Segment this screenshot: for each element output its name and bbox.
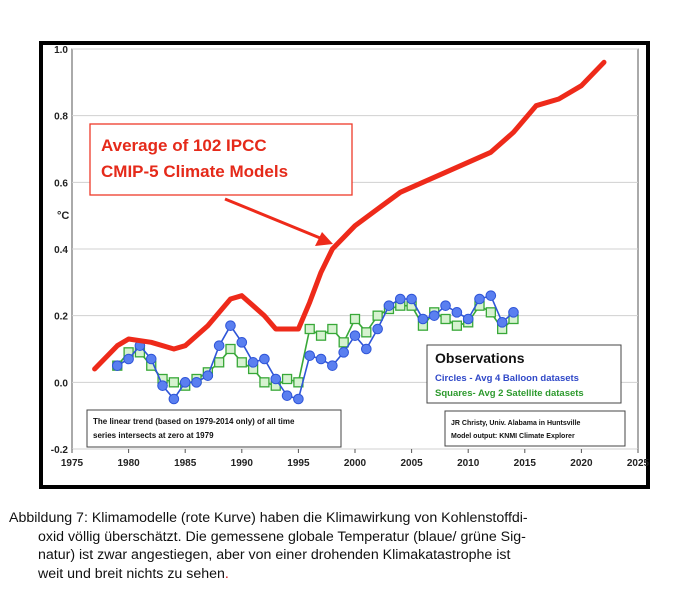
caption-line-1: Abbildung 7: Klimamodelle (rote Kurve) h… [9, 510, 528, 526]
x-tick-label: 1990 [231, 458, 254, 469]
satellite-point [259, 377, 270, 388]
observations-legend-squares: Squares- Avg 2 Satellite datasets [435, 388, 584, 399]
trend-note-line1: The linear trend (based on 1979-2014 onl… [93, 417, 295, 426]
y-tick-label: 0.8 [54, 112, 68, 123]
balloon-point [191, 377, 202, 388]
satellite-point [485, 307, 496, 318]
y-tick-label: 0.0 [54, 378, 68, 389]
satellite-point [361, 327, 372, 338]
balloon-point [202, 370, 214, 381]
balloon-point [270, 373, 282, 385]
satellite-point [338, 337, 349, 348]
caption-line-4: weit und breit nichts zu sehen. [9, 565, 677, 584]
x-tick-label: 1980 [117, 458, 140, 469]
models-annotation-line1: Average of 102 IPCC [101, 136, 267, 155]
satellite-point [225, 343, 236, 355]
balloon-point [315, 353, 327, 365]
y-tick-labels: 1.0 0.8 0.6 0.4 0.2 0.0 -0.2 [51, 45, 69, 456]
models-series-line [92, 59, 607, 372]
balloon-point [179, 377, 191, 388]
balloon-point [361, 343, 372, 355]
balloon-point [496, 317, 508, 328]
balloon-point [474, 293, 485, 305]
x-tick-label: 1985 [174, 458, 197, 469]
credit-line2: Model output: KNMI Climate Explorer [451, 433, 575, 440]
caption-line-4-text: weit und breit nichts zu sehen [38, 565, 225, 582]
x-tick-label: 2015 [514, 458, 537, 469]
x-tick-label: 2005 [400, 458, 423, 469]
balloon-point [327, 360, 338, 371]
balloon-point [247, 357, 259, 368]
satellite-point [236, 357, 247, 368]
satellite-point [281, 373, 293, 385]
balloon-point [440, 300, 451, 311]
x-tick-label: 1995 [287, 458, 310, 469]
x-tick-label: 2010 [457, 458, 480, 469]
balloon-point [406, 293, 417, 305]
x-tick-label: 2025 [627, 458, 650, 469]
balloon-point [123, 353, 134, 365]
balloon-point [157, 380, 168, 391]
balloon-point [281, 390, 293, 401]
credit-box [444, 410, 626, 447]
satellite-point [304, 323, 315, 335]
x-tick-label: 2000 [344, 458, 367, 469]
balloon-point [293, 393, 304, 405]
chart-figure: 1.0 0.8 0.6 0.4 0.2 0.0 -0.2 1975 1980 1985 1990 1… [39, 41, 650, 489]
balloon-point [428, 310, 440, 321]
models-annotation-box [89, 123, 353, 196]
satellite-point [451, 320, 463, 331]
balloon-point [394, 293, 406, 305]
models-arrow-shaft [224, 197, 326, 242]
y-tick-label: 0.6 [54, 178, 68, 189]
y-tick-label: -0.2 [51, 445, 69, 456]
caption-line-2: oxid völlig überschätzt. Die gemessene g… [38, 528, 526, 545]
y-tick-label: 0.2 [54, 312, 68, 323]
trend-note-box [86, 409, 342, 448]
models-annotation-line2: CMIP-5 Climate Models [101, 162, 288, 181]
satellite-point [440, 313, 451, 325]
balloon-point [462, 313, 474, 325]
balloon-point [111, 360, 123, 371]
models-arrow-head [315, 232, 333, 246]
x-tick-label: 1975 [61, 458, 84, 469]
satellite-point [349, 313, 361, 325]
balloon-point [225, 320, 236, 331]
trend-note-line2: series intersects at zero at 1979 [93, 431, 214, 440]
y-tick-label: 1.0 [54, 45, 68, 56]
balloon-point [338, 347, 349, 358]
y-axis-label: °C [57, 210, 69, 222]
caption-final-period: . [224, 565, 229, 582]
observations-legend-circles: Circles - Avg 4 Balloon datasets [435, 373, 579, 384]
figure-caption: Abbildung 7: Klimamodelle (rote Kurve) h… [9, 509, 677, 583]
balloon-point [236, 337, 248, 348]
credit-line1: JR Christy, Univ. Alabama in Huntsville [451, 420, 581, 427]
balloon-point [304, 350, 316, 361]
observations-legend-title: Observations [435, 350, 525, 366]
balloon-point [372, 323, 383, 335]
balloon-point [168, 393, 180, 405]
satellite-point [372, 310, 383, 321]
x-tick-label: 2020 [570, 458, 593, 469]
y-tick-label: 0.4 [54, 245, 68, 256]
chart-svg: 1.00.80.60.40.20.0-0.2 1975 1980 1985 1990 1… [39, 41, 650, 489]
balloon-point [349, 330, 361, 341]
series-layer [92, 59, 607, 405]
balloon-point [451, 307, 463, 318]
caption-line-3: natur) ist zwar angestiegen, aber von ei… [38, 547, 511, 563]
balloon-point [485, 290, 497, 301]
x-tick-labels: 1975 1980 1985 1990 1995 2000 2005 2010 2015 2020… [61, 458, 650, 469]
balloon-point [417, 313, 429, 325]
observations-legend-box [426, 344, 622, 404]
balloon-point [259, 353, 270, 365]
balloon-point [383, 300, 395, 311]
balloon-point [508, 307, 519, 318]
satellite-point [168, 377, 180, 388]
balloon-point [145, 353, 157, 365]
satellite-point [315, 330, 327, 341]
satellite-point [327, 323, 338, 335]
balloon-point [213, 340, 225, 351]
satellite-point [214, 357, 225, 368]
